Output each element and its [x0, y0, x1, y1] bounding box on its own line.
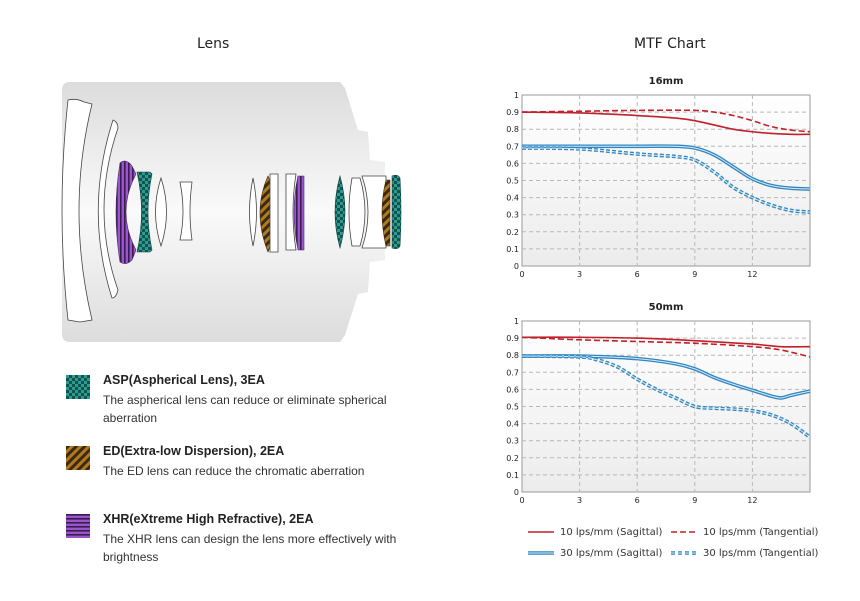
mtf-legend-10-tangential: 10 lps/mm (Tangential) [671, 527, 818, 538]
series-line-double-inner [521, 355, 811, 399]
series-line-dashed [521, 109, 811, 133]
mtf-legend-10-sagittal: 10 lps/mm (Sagittal) [528, 527, 662, 538]
legend-xhr-title: XHR(eXtreme High Refractive), 2EA [103, 512, 314, 526]
lens-element-asp-1 [136, 171, 153, 253]
lens-element-xhr-2 [293, 175, 305, 251]
ed-pattern-icon [66, 446, 90, 470]
lens-element-biconvex-1 [155, 176, 167, 248]
lens-element-biconcave-3 [361, 175, 387, 249]
y-tick-label: 1 [514, 317, 519, 326]
y-tick-label: 0.6 [506, 385, 519, 394]
x-tick-label: 6 [635, 270, 640, 279]
lens-element-front-2 [97, 119, 119, 299]
x-tick-label: 9 [692, 270, 697, 279]
series-line-dashed [521, 336, 811, 358]
mtf-chart-50mm: 50mm 0 0.1 0.2 0.3 0.4 0.5 0.6 0.7 0.8 0.9 1 0 3 6 9 12 [506, 302, 812, 505]
chart-title: 16mm [649, 76, 684, 87]
y-tick-label: 0.5 [506, 403, 519, 412]
solid-line-icon [528, 531, 554, 533]
y-tick-label: 0.7 [506, 368, 519, 377]
lens-element-asp-2 [334, 174, 346, 250]
y-tick-label: 0.3 [506, 211, 519, 220]
lens-element-front-1 [61, 98, 93, 323]
series-line-solid [521, 111, 811, 136]
series-line-double-dashed-inner [521, 355, 811, 438]
lens-element-biconcave-2 [285, 173, 297, 251]
y-tick-label: 0.6 [506, 159, 519, 168]
mtf-legend-label: 30 lps/mm (Tangential) [703, 548, 819, 559]
x-tick-label: 0 [519, 270, 524, 279]
double-dashed-line-icon [671, 551, 697, 555]
y-tick-label: 0.3 [506, 437, 519, 446]
mtf-legend-label: 30 lps/mm (Sagittal) [560, 548, 663, 559]
series-line-solid [521, 336, 811, 348]
mtf-legend-30-sagittal: 30 lps/mm (Sagittal) [528, 548, 662, 559]
lens-element-xhr-1 [115, 160, 137, 264]
mtf-legend-label: 10 lps/mm (Tangential) [703, 527, 819, 538]
lens-element-biconcave-1 [179, 181, 193, 241]
x-tick-label: 0 [519, 496, 524, 505]
y-tick-label: 0.4 [506, 194, 519, 203]
legend-xhr-description: The XHR lens can design the lens more ef… [103, 532, 397, 564]
legend-ed-description: The ED lens can reduce the chromatic abe… [103, 464, 365, 478]
chart-title: 50mm [649, 302, 684, 313]
mtf-legend-label: 10 lps/mm (Sagittal) [560, 527, 663, 538]
y-tick-label: 0.5 [506, 177, 519, 186]
y-tick-label: 0.8 [506, 351, 519, 360]
lens-barrel [62, 82, 385, 342]
mtf-legend-30-tangential: 30 lps/mm (Tangential) [671, 548, 818, 559]
y-tick-label: 0.1 [506, 471, 519, 480]
x-tick-label: 3 [577, 270, 582, 279]
legend-ed-title: ED(Extra-low Dispersion), 2EA [103, 444, 285, 458]
lens-element-biconvex-2 [249, 177, 257, 247]
y-tick-label: 0 [514, 488, 519, 497]
x-tick-label: 6 [635, 496, 640, 505]
y-tick-label: 0.4 [506, 420, 519, 429]
xhr-pattern-icon [66, 514, 90, 538]
lens-element-meniscus [348, 177, 366, 247]
x-tick-label: 3 [577, 496, 582, 505]
lens-diagram [61, 82, 402, 342]
y-tick-label: 0.9 [506, 108, 519, 117]
series-line-double-dashed-inner [521, 147, 811, 213]
legend-asp-description: The aspherical lens can reduce or elimin… [103, 393, 387, 425]
legend-asp-title: ASP(Aspherical Lens), 3EA [103, 373, 265, 387]
y-tick-label: 0.7 [506, 142, 519, 151]
y-tick-label: 0.2 [506, 228, 519, 237]
series-line-double-inner [522, 145, 811, 190]
y-tick-label: 0 [514, 262, 519, 271]
x-tick-label: 12 [747, 496, 757, 505]
asp-pattern-icon [66, 375, 90, 399]
y-tick-label: 0.8 [506, 125, 519, 134]
x-tick-label: 12 [747, 270, 757, 279]
y-tick-label: 0.1 [506, 245, 519, 254]
lens-section-title: Lens [197, 36, 230, 52]
double-line-icon [528, 551, 554, 555]
mtf-section-title: MTF Chart [634, 36, 706, 52]
x-tick-label: 9 [692, 496, 697, 505]
lens-element-spacer-1 [269, 173, 279, 253]
lens-element-ed-2 [381, 179, 391, 247]
y-tick-label: 0.9 [506, 334, 519, 343]
lens-element-asp-3 [391, 175, 402, 249]
dashed-line-icon [671, 531, 697, 533]
y-tick-label: 0.2 [506, 454, 519, 463]
y-tick-label: 1 [514, 91, 519, 100]
mtf-chart-16mm: 16mm 0 0.1 0.2 0.3 0.4 0.5 0.6 0.7 0.8 0.9 1 0 3 6 9 12 [506, 76, 811, 279]
